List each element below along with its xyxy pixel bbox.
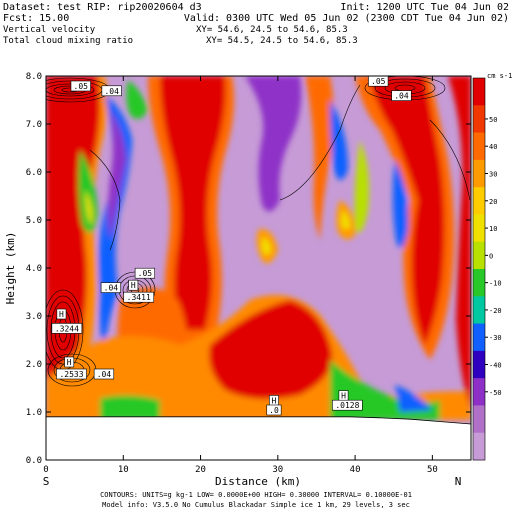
colorbar-label: -40 [489, 362, 502, 370]
axis-ticks: 0 10 20 30 40 50 0.0 1.0 2.0 3.0 4.0 5.0 6.0 7.0 8.0 [26, 72, 471, 475]
colorbar-label: -50 [489, 389, 502, 397]
fcst-text: Fcst: 15.00 [3, 13, 69, 24]
left-endpoint-label: S [43, 475, 50, 488]
annotation-label: .05 [371, 77, 386, 86]
field2-name: Total cloud mixing ratio [3, 36, 133, 46]
colorbar-swatch [473, 214, 485, 243]
colorbar-swatch [473, 405, 485, 434]
y-axis-label: Height (km) [4, 232, 17, 305]
dataset-text: Dataset: test RIP: rip20020604 d3 [3, 2, 202, 13]
annotation-label: .04 [104, 284, 119, 293]
vertical-velocity-field [46, 76, 471, 420]
colorbar-label: -30 [489, 334, 502, 342]
annotation-label: H [59, 310, 64, 319]
colorbar-swatch [473, 78, 485, 106]
valid-text: Valid: 0300 UTC Wed 05 Jun 02 (2300 CDT … [184, 13, 509, 24]
y-tick-label: 6.0 [26, 168, 42, 178]
annotation-label: .04 [104, 87, 119, 96]
annotation-label: .0128 [335, 401, 359, 410]
annotation-box [332, 399, 363, 411]
y-tick-label: 2.0 [26, 360, 42, 370]
y-tick-label: 0.0 [26, 456, 42, 466]
y-tick-label: 4.0 [26, 264, 42, 274]
colorbar-frame [472, 77, 486, 461]
annotation-box [101, 85, 122, 97]
colorbar-swatch [473, 269, 485, 297]
colorbar-label: -20 [489, 307, 502, 315]
annotation-label: .3244 [55, 324, 79, 333]
colorbar: 50 40 30 20 10 0 -10 -20 -30 -40 -50 [472, 77, 502, 461]
annotation-box [123, 291, 155, 303]
annotation-label: H [341, 392, 346, 401]
annotation-label: .05 [74, 82, 89, 91]
field1-xy: XY= 54.6, 24.5 to 54.6, 85.3 [196, 25, 348, 35]
colorbar-swatch [473, 432, 485, 461]
annotation-box [368, 75, 389, 87]
colorbar-units: cm s-1 [487, 72, 512, 80]
annotation-label: .04 [97, 370, 112, 379]
y-tick-label: 3.0 [26, 312, 42, 322]
colorbar-label: 10 [489, 225, 497, 233]
colorbar-label: 20 [489, 198, 497, 206]
annotation-label: H [131, 281, 136, 290]
annotation-box [100, 282, 122, 293]
right-endpoint-label: N [455, 475, 462, 488]
annotation-box [56, 308, 67, 320]
colorbar-label: 50 [489, 116, 497, 124]
field2-xy: XY= 54.5, 24.5 to 54.6, 85.3 [206, 36, 358, 46]
x-axis-label: Distance (km) [215, 475, 301, 488]
annotation-label: .3411 [127, 293, 151, 302]
x-tick-label: 0 [43, 465, 48, 475]
field1-name: Vertical velocity [3, 25, 96, 35]
footer-model-info: Model info: V3.5.0 No Cumulus Blackadar … [102, 501, 410, 509]
annotation-label: H [272, 396, 277, 405]
x-tick-label: 20 [195, 465, 206, 475]
colorbar-label: 0 [489, 252, 493, 260]
x-tick-label: 40 [350, 465, 361, 475]
terrain [46, 416, 471, 460]
y-tick-label: 7.0 [26, 120, 42, 130]
plot-field [46, 76, 471, 460]
colorbar-swatch [473, 132, 485, 161]
colorbar-swatch [473, 323, 485, 352]
x-tick-label: 50 [427, 465, 438, 475]
colorbar-swatch [473, 378, 485, 406]
colorbar-swatch [473, 241, 485, 270]
colorbar-label: 30 [489, 171, 497, 179]
annotation-box [64, 356, 75, 368]
annotation-label: .2533 [59, 370, 83, 379]
annotation-box [128, 279, 139, 291]
colorbar-label: 40 [489, 143, 497, 151]
annotation-label: .0 [269, 406, 279, 415]
annotation-label: .04 [394, 92, 409, 101]
annotation-label: H [67, 358, 72, 367]
annotation-box [93, 368, 115, 380]
annotation-label: .05 [138, 269, 153, 278]
x-tick-label: 10 [118, 465, 129, 475]
y-tick-label: 8.0 [26, 72, 42, 82]
y-tick-label: 5.0 [26, 216, 42, 226]
contour-annotations: .05.04.05.04.05H.3411.04H.3244H.2533.04H… [51, 75, 412, 416]
colorbar-label: -10 [489, 280, 502, 288]
init-text: Init: 1200 UTC Tue 04 Jun 02 [340, 2, 509, 13]
y-tick-label: 1.0 [26, 408, 42, 418]
annotation-box [266, 404, 282, 416]
footer-contours: CONTOURS: UNITS=g kg-1 LOW= 0.0000E+00 H… [100, 491, 412, 499]
colorbar-swatch [473, 350, 485, 379]
colorbar-swatch [473, 187, 485, 215]
colorbar-swatch [473, 159, 485, 188]
annotation-box [56, 368, 87, 380]
annotation-box [134, 267, 156, 279]
annotation-box [391, 90, 412, 101]
annotation-box [70, 80, 91, 92]
x-tick-label: 30 [272, 465, 283, 475]
annotation-box [51, 323, 83, 334]
colorbar-swatch [473, 296, 485, 325]
colorbar-swatch [473, 105, 485, 134]
